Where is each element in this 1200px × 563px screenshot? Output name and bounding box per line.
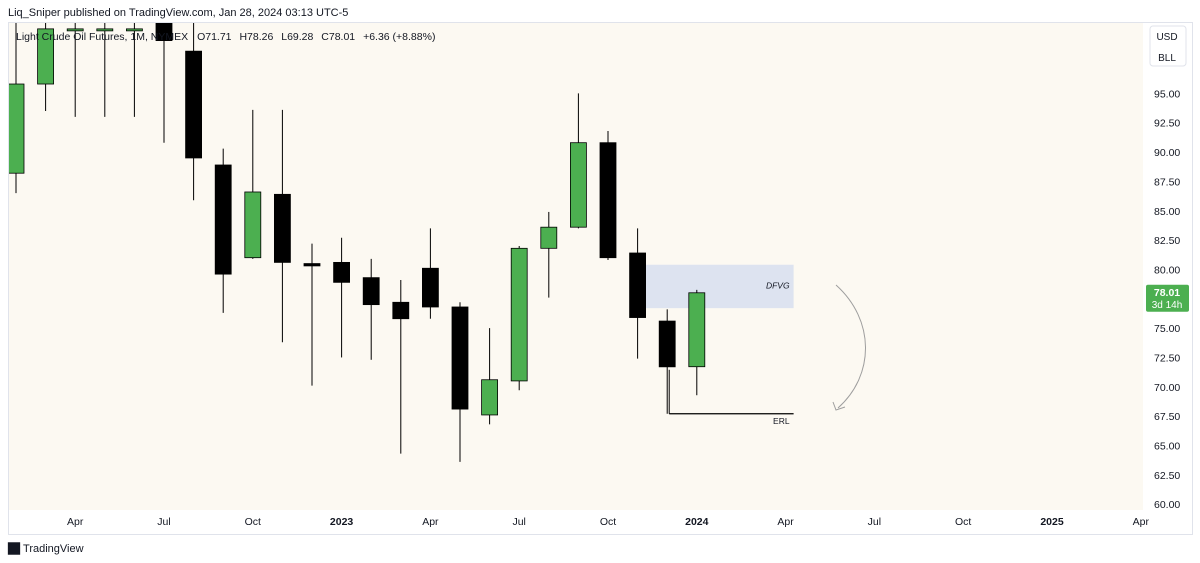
time-tick-label: Jul: [868, 516, 881, 528]
projection-arrow-head-icon: [832, 401, 846, 411]
time-tick-label: Apr: [1133, 516, 1150, 528]
price-tick-label: 75.00: [1154, 323, 1180, 335]
candle-body-up: [481, 379, 499, 416]
plot-background: [9, 23, 1143, 510]
price-tick-label: 72.50: [1154, 352, 1180, 364]
time-tick-label: Oct: [245, 516, 261, 528]
candle-body-down: [155, 23, 173, 42]
time-tick-label: Apr: [777, 516, 794, 528]
candle-body-down: [303, 263, 321, 267]
tradingview-logo-icon: ⬛︎: [8, 541, 20, 555]
annotations-layer: ERL: [668, 284, 866, 426]
last-price-value: 78.01: [1154, 287, 1180, 299]
candles-layer: [9, 23, 706, 462]
candle-body-down: [392, 301, 410, 320]
countdown-value: 3d 14h: [1152, 300, 1183, 311]
legend-open: O71.71: [197, 31, 232, 43]
currency-unit-box[interactable]: [1149, 25, 1187, 67]
time-tick-label: 2025: [1040, 516, 1064, 528]
price-tick-label: 95.00: [1154, 88, 1180, 100]
projection-arrow-curve: [835, 284, 866, 409]
price-tick-label: 85.00: [1154, 206, 1180, 218]
candle-body-down: [599, 142, 617, 259]
time-tick-label: 2023: [330, 516, 354, 528]
price-tick-label: 62.50: [1154, 470, 1180, 482]
candle-body-down: [421, 267, 439, 308]
legend-change: +6.36 (+8.88%): [363, 31, 435, 43]
candle-body-down: [451, 306, 469, 410]
time-tick-label: Oct: [600, 516, 616, 528]
price-tick-label: 65.00: [1154, 440, 1180, 452]
published-text: Liq_Sniper published on TradingView.com,…: [8, 7, 349, 19]
published-by-header: Liq_Sniper published on TradingView.com,…: [8, 7, 348, 19]
candle-body-down: [185, 50, 203, 159]
candle-body-up: [510, 247, 528, 382]
candle-body-up: [540, 226, 558, 249]
footer-brand[interactable]: ⬛︎ TradingView: [8, 541, 84, 556]
legend-symbol: Light Crude Oil Futures, 1M, NYMEX: [16, 31, 188, 43]
price-tick-label: 92.50: [1154, 118, 1180, 130]
time-tick-label: Jul: [512, 516, 525, 528]
price-tick-label: 82.50: [1154, 235, 1180, 247]
candle-body-up: [570, 142, 587, 228]
legend-high: H78.26: [239, 31, 273, 43]
footer-brand-text: TradingView: [23, 542, 84, 555]
currency-label: USD: [1156, 32, 1177, 43]
price-tick-label: 60.00: [1154, 499, 1180, 511]
fvg-layer: DFVG: [643, 264, 794, 309]
candle-body-up: [37, 28, 54, 85]
time-axis-ticks: Apr Jul Oct 2023 Apr Jul Oct 2024 Apr Jul Oct 2025 A…: [67, 516, 1149, 528]
candle-body-down: [362, 277, 380, 306]
price-tick-label: 70.00: [1154, 382, 1180, 394]
price-tick-label: 80.00: [1154, 264, 1180, 276]
fvg-box: [643, 264, 794, 309]
candle-body-up: [126, 28, 143, 32]
time-tick-label: Oct: [955, 516, 971, 528]
legend-low: L69.28: [281, 31, 313, 43]
price-scale-ticks: 95.0092.5090.0087.5085.0082.5080.0077.50…: [1154, 88, 1180, 511]
candle-body-down: [333, 261, 351, 283]
price-tick-label: 67.50: [1154, 411, 1180, 423]
time-tick-label: Apr: [67, 516, 84, 528]
legend-close: C78.01: [321, 31, 355, 43]
candle-body-up: [244, 191, 262, 259]
time-tick-label: Apr: [422, 516, 439, 528]
candle-body-up: [9, 83, 25, 174]
candle-body-up: [688, 292, 706, 368]
candle-body-up: [96, 28, 114, 32]
price-tick-label: 87.50: [1154, 176, 1180, 188]
fvg-label: DFVG: [766, 281, 790, 291]
unit-label: BLL: [1158, 53, 1176, 64]
candle-body-down: [273, 193, 291, 263]
candle-body-down: [629, 252, 646, 318]
candle-body-down: [214, 164, 232, 275]
erl-label: ERL: [773, 416, 790, 426]
time-tick-label: 2024: [685, 516, 709, 528]
candle-body-down: [658, 320, 676, 368]
time-tick-label: Jul: [157, 516, 170, 528]
legend-row: Light Crude Oil Futures, 1M, NYMEX O71.7…: [16, 31, 435, 43]
last-price-badge: [1146, 284, 1189, 312]
candle-body-up: [66, 28, 84, 32]
price-tick-label: 90.00: [1154, 147, 1180, 159]
